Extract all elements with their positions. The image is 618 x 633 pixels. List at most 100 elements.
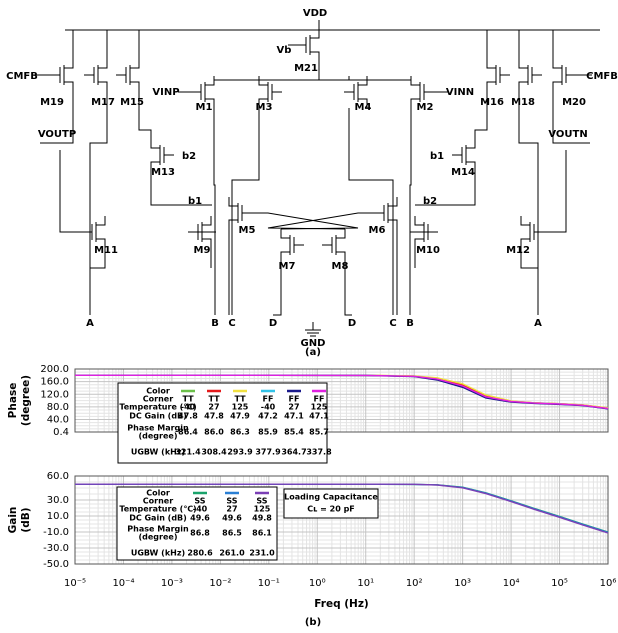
table-row-label: Corner xyxy=(143,395,173,404)
circuit-label: M5 xyxy=(239,225,256,236)
table-row-label: (degree) xyxy=(139,432,178,441)
table-cell: 27 xyxy=(288,403,299,412)
wire xyxy=(202,238,212,248)
y-tick-label: 0.4 xyxy=(53,427,69,438)
table-cell: TT xyxy=(234,395,246,404)
plot-frame xyxy=(74,368,609,433)
wire xyxy=(228,197,238,207)
wire xyxy=(150,161,160,171)
wire xyxy=(486,59,496,69)
table-cell: 280.6 xyxy=(187,549,213,558)
legend-table xyxy=(117,382,328,464)
circuit-label: M15 xyxy=(120,97,144,108)
table-cell: 86.8 xyxy=(190,529,210,538)
circuit-label: C xyxy=(389,318,396,329)
table-cell: SS xyxy=(256,497,267,506)
plot-frame xyxy=(74,475,609,565)
wire xyxy=(552,81,562,91)
wire xyxy=(552,91,590,144)
table-cell: 86.1 xyxy=(252,529,272,538)
table-row-label: UGBW (kHz) xyxy=(131,448,185,457)
table-row-label: DC Gain (dB) xyxy=(129,412,187,421)
wire xyxy=(64,81,74,91)
annotation: Loading Capacitance xyxy=(284,493,378,502)
wire xyxy=(520,238,530,248)
circuit-label: M10 xyxy=(416,245,440,256)
table-row-label: UGBW (kHz) xyxy=(131,549,185,558)
wire xyxy=(213,61,320,81)
x-axis-label: Freq (Hz) xyxy=(314,598,368,610)
y-tick-label: 160.0 xyxy=(40,377,69,388)
table-cell: 47.9 xyxy=(230,412,250,421)
circuit-label: VOUTP xyxy=(38,129,76,140)
table-cell: 231.0 xyxy=(249,549,275,558)
wire xyxy=(466,139,476,149)
table-cell: SS xyxy=(226,497,237,506)
wire xyxy=(410,98,420,108)
y-tick-label: 40.0 xyxy=(47,415,69,426)
table-row-label: Corner xyxy=(143,497,173,506)
table-cell: 47.2 xyxy=(258,412,278,421)
wire xyxy=(388,197,398,207)
legend-table xyxy=(116,486,278,561)
wire xyxy=(552,59,562,69)
wire xyxy=(96,238,106,248)
table-cell: -40 xyxy=(193,505,208,514)
wire xyxy=(466,161,476,171)
circuit-label: b2 xyxy=(423,196,437,207)
circuit-label: b1 xyxy=(430,151,444,162)
wire xyxy=(130,81,140,91)
y-tick-label: -50.0 xyxy=(43,559,69,570)
y-axis-label: (degree) xyxy=(20,375,32,426)
circuit-label: M4 xyxy=(355,102,372,113)
wire xyxy=(213,108,216,315)
wire xyxy=(150,139,160,149)
y-tick-label: 30.0 xyxy=(47,495,69,506)
wire xyxy=(348,108,394,315)
circuit-label: D xyxy=(348,318,356,329)
wire xyxy=(336,251,346,261)
y-tick-label: 80.0 xyxy=(47,402,69,413)
table-cell: 377.9 xyxy=(255,448,281,457)
circuit-label: A xyxy=(86,318,94,329)
table-cell: 85.9 xyxy=(258,428,278,437)
wire xyxy=(544,150,567,233)
wire xyxy=(518,91,539,315)
wire xyxy=(59,150,82,233)
series-line xyxy=(75,483,609,534)
wire xyxy=(310,29,320,39)
table-cell: FF xyxy=(289,395,300,404)
circuit-label: B xyxy=(211,318,219,329)
y-axis-label: Phase xyxy=(7,383,19,419)
y-tick-label: -10.0 xyxy=(43,527,69,538)
circuit-label: M14 xyxy=(451,167,475,178)
circuit-label: M18 xyxy=(511,97,535,108)
circuit-label: CMFB xyxy=(586,71,618,82)
table-cell: 47.8 xyxy=(204,412,224,421)
table-cell: -40 xyxy=(261,403,276,412)
table-cell: 27 xyxy=(226,505,237,514)
wire xyxy=(150,171,212,206)
table-row-label: Color xyxy=(146,387,170,396)
wire xyxy=(258,98,268,108)
wire xyxy=(486,81,496,91)
table-cell: -40 xyxy=(181,403,196,412)
table-row-label: DC Gain (dB) xyxy=(129,514,187,523)
table-cell: 125 xyxy=(254,505,271,514)
table-cell: 337.8 xyxy=(306,448,332,457)
table-cell: FF xyxy=(263,395,274,404)
table-row-label: (degree) xyxy=(139,533,178,542)
x-tick-label: 10⁻¹ xyxy=(258,578,280,589)
circuit-label: M7 xyxy=(279,261,296,272)
x-tick-label: 10⁵ xyxy=(551,578,568,589)
circuit-label: B xyxy=(406,318,414,329)
wire xyxy=(89,91,108,315)
circuit-label: M17 xyxy=(91,97,115,108)
table-row-label: Temperature (℃) xyxy=(119,505,196,514)
caption: (b) xyxy=(305,617,321,628)
circuit-label: M3 xyxy=(256,102,273,113)
circuit-label: C xyxy=(228,318,235,329)
wire xyxy=(280,229,290,239)
